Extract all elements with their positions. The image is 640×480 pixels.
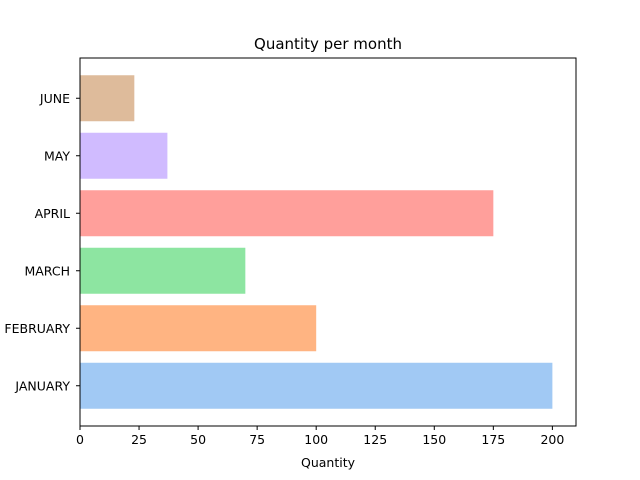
y-axis: JANUARY FEBRUARY MARCH APRIL MAY JUNE (4, 91, 80, 393)
y-tick-label: MAY (44, 148, 70, 163)
chart-title: Quantity per month (254, 35, 402, 53)
x-tick-label: 75 (249, 432, 265, 447)
x-tick-label: 200 (540, 432, 564, 447)
y-tick-label: JUNE (39, 91, 70, 106)
y-tick-label: APRIL (35, 206, 70, 221)
bar-may (80, 132, 168, 179)
bars-layer (80, 75, 553, 409)
y-tick-label: MARCH (24, 263, 70, 278)
x-axis-title: Quantity (301, 455, 356, 470)
x-tick-label: 175 (481, 432, 505, 447)
x-tick-label: 50 (190, 432, 206, 447)
y-tick-label: FEBRUARY (4, 321, 70, 336)
x-tick-label: 100 (304, 432, 328, 447)
x-tick-label: 25 (131, 432, 147, 447)
bar-february (80, 305, 317, 352)
plot-frame (79, 57, 577, 427)
bar-january (80, 362, 553, 409)
bar-june (80, 75, 135, 122)
x-tick-label: 150 (422, 432, 446, 447)
x-tick-label: 0 (76, 432, 84, 447)
bar-april (80, 190, 494, 237)
x-axis: 0 25 50 75 100 125 150 175 200 (76, 426, 564, 447)
y-tick-label: JANUARY (14, 378, 70, 393)
bar-march (80, 247, 246, 294)
x-tick-label: 125 (363, 432, 387, 447)
